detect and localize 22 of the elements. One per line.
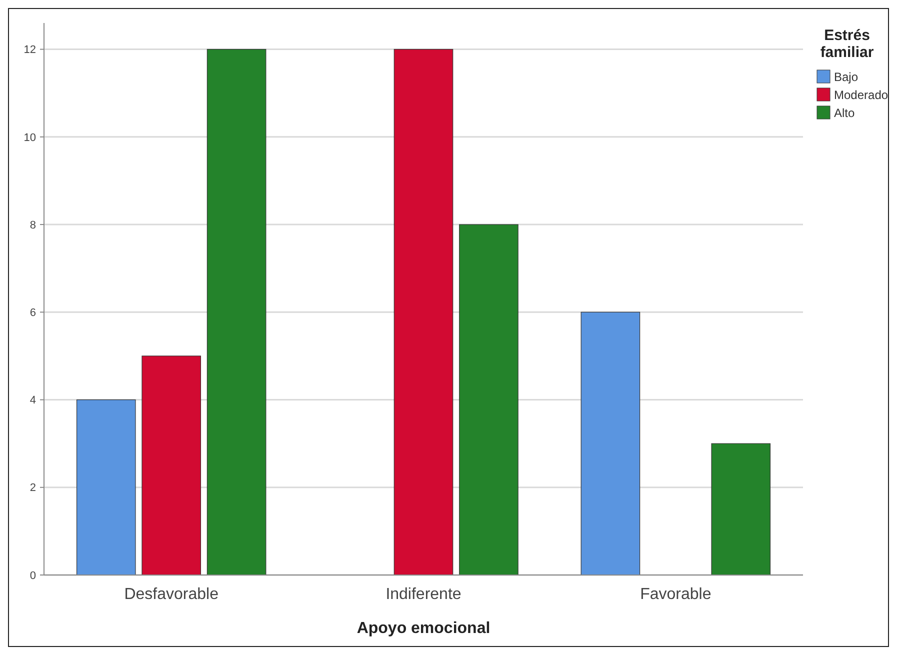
bar — [394, 48, 454, 576]
bar — [580, 312, 640, 576]
x-tick-label: Indiferente — [386, 586, 462, 603]
y-tick-label: 4 — [30, 394, 36, 407]
legend-label: Bajo — [834, 70, 858, 84]
y-tick-label: 6 — [30, 306, 36, 319]
legend-title: Estrés familiar — [820, 27, 874, 61]
bar — [711, 443, 771, 576]
y-tick-label: 0 — [30, 570, 36, 582]
x-tick-label: Desfavorable — [124, 586, 219, 603]
x-axis-title: Apoyo emocional — [356, 620, 490, 637]
bar — [76, 399, 136, 576]
y-tick-label: 12 — [24, 44, 36, 56]
bar — [142, 356, 201, 576]
bar — [206, 48, 266, 576]
bar — [459, 224, 518, 576]
y-tick-label: 8 — [30, 219, 36, 232]
legend-label: Moderado — [834, 88, 888, 102]
y-tick-label: 2 — [30, 482, 36, 494]
y-tick-label: 10 — [24, 132, 36, 144]
legend-label: Alto — [834, 106, 856, 120]
x-tick-label: Favorable — [640, 586, 712, 603]
